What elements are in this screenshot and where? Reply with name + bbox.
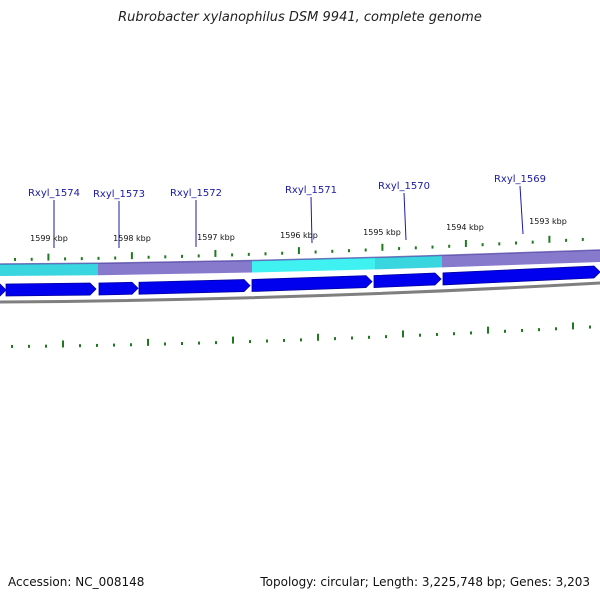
kbp-tick-label: 1598 kbp bbox=[113, 234, 151, 243]
genome-stats-label: Topology: circular; Length: 3,225,748 bp… bbox=[260, 575, 590, 589]
kbp-label-track: 1599 kbp 1598 kbp 1597 kbp 1596 kbp 1595… bbox=[30, 217, 567, 243]
gene-leader-line bbox=[519, 185, 524, 235]
feature-band-edge bbox=[374, 254, 443, 259]
map-title: Rubrobacter xylanophilus DSM 9941, compl… bbox=[118, 10, 482, 25]
gene-label[interactable]: Rxyl_1571 bbox=[285, 185, 337, 196]
kbp-tick-label: 1595 kbp bbox=[363, 228, 401, 237]
inner-tick-track bbox=[11, 322, 591, 348]
feature-band-segment bbox=[252, 257, 375, 273]
gene-leader-line bbox=[310, 196, 313, 244]
kbp-tick-label: 1599 kbp bbox=[30, 234, 68, 243]
feature-band-edge bbox=[97, 259, 253, 264]
gene-label-track: Rxyl_1574 Rxyl_1573 Rxyl_1572 Rxyl_1571 … bbox=[28, 174, 546, 200]
feature-band-edge bbox=[0, 262, 99, 265]
outer-tick-track bbox=[14, 235, 584, 261]
gene-label[interactable]: Rxyl_1572 bbox=[170, 188, 222, 199]
accession-label: Accession: NC_008148 bbox=[8, 575, 145, 589]
feature-band-segment bbox=[98, 260, 252, 276]
cds-arrow bbox=[442, 265, 600, 286]
kbp-tick-label: 1597 kbp bbox=[197, 233, 235, 242]
feature-band-segment bbox=[375, 255, 442, 270]
cds-arrow bbox=[373, 272, 442, 288]
kbp-tick-label: 1593 kbp bbox=[529, 217, 567, 226]
gene-leader-line bbox=[403, 192, 407, 241]
cds-arrow bbox=[251, 275, 373, 292]
cds-arrow bbox=[0, 283, 7, 297]
gene-label[interactable]: Rxyl_1570 bbox=[378, 181, 430, 192]
gene-label[interactable]: Rxyl_1569 bbox=[494, 174, 546, 185]
feature-band-track bbox=[0, 249, 600, 276]
kbp-tick-label: 1594 kbp bbox=[446, 223, 484, 232]
cds-arrow bbox=[5, 282, 97, 297]
gene-label[interactable]: Rxyl_1574 bbox=[28, 188, 80, 199]
gene-leader-lines bbox=[53, 185, 524, 248]
cds-track bbox=[0, 265, 600, 297]
cds-arrow bbox=[138, 279, 251, 295]
feature-band-segment bbox=[0, 263, 98, 276]
cds-arrow bbox=[98, 281, 139, 296]
kbp-tick-label: 1596 kbp bbox=[280, 231, 318, 240]
feature-band-edge bbox=[441, 249, 600, 257]
feature-band-edge bbox=[251, 256, 376, 262]
backbone-line bbox=[0, 281, 600, 304]
gene-label[interactable]: Rxyl_1573 bbox=[93, 189, 145, 200]
